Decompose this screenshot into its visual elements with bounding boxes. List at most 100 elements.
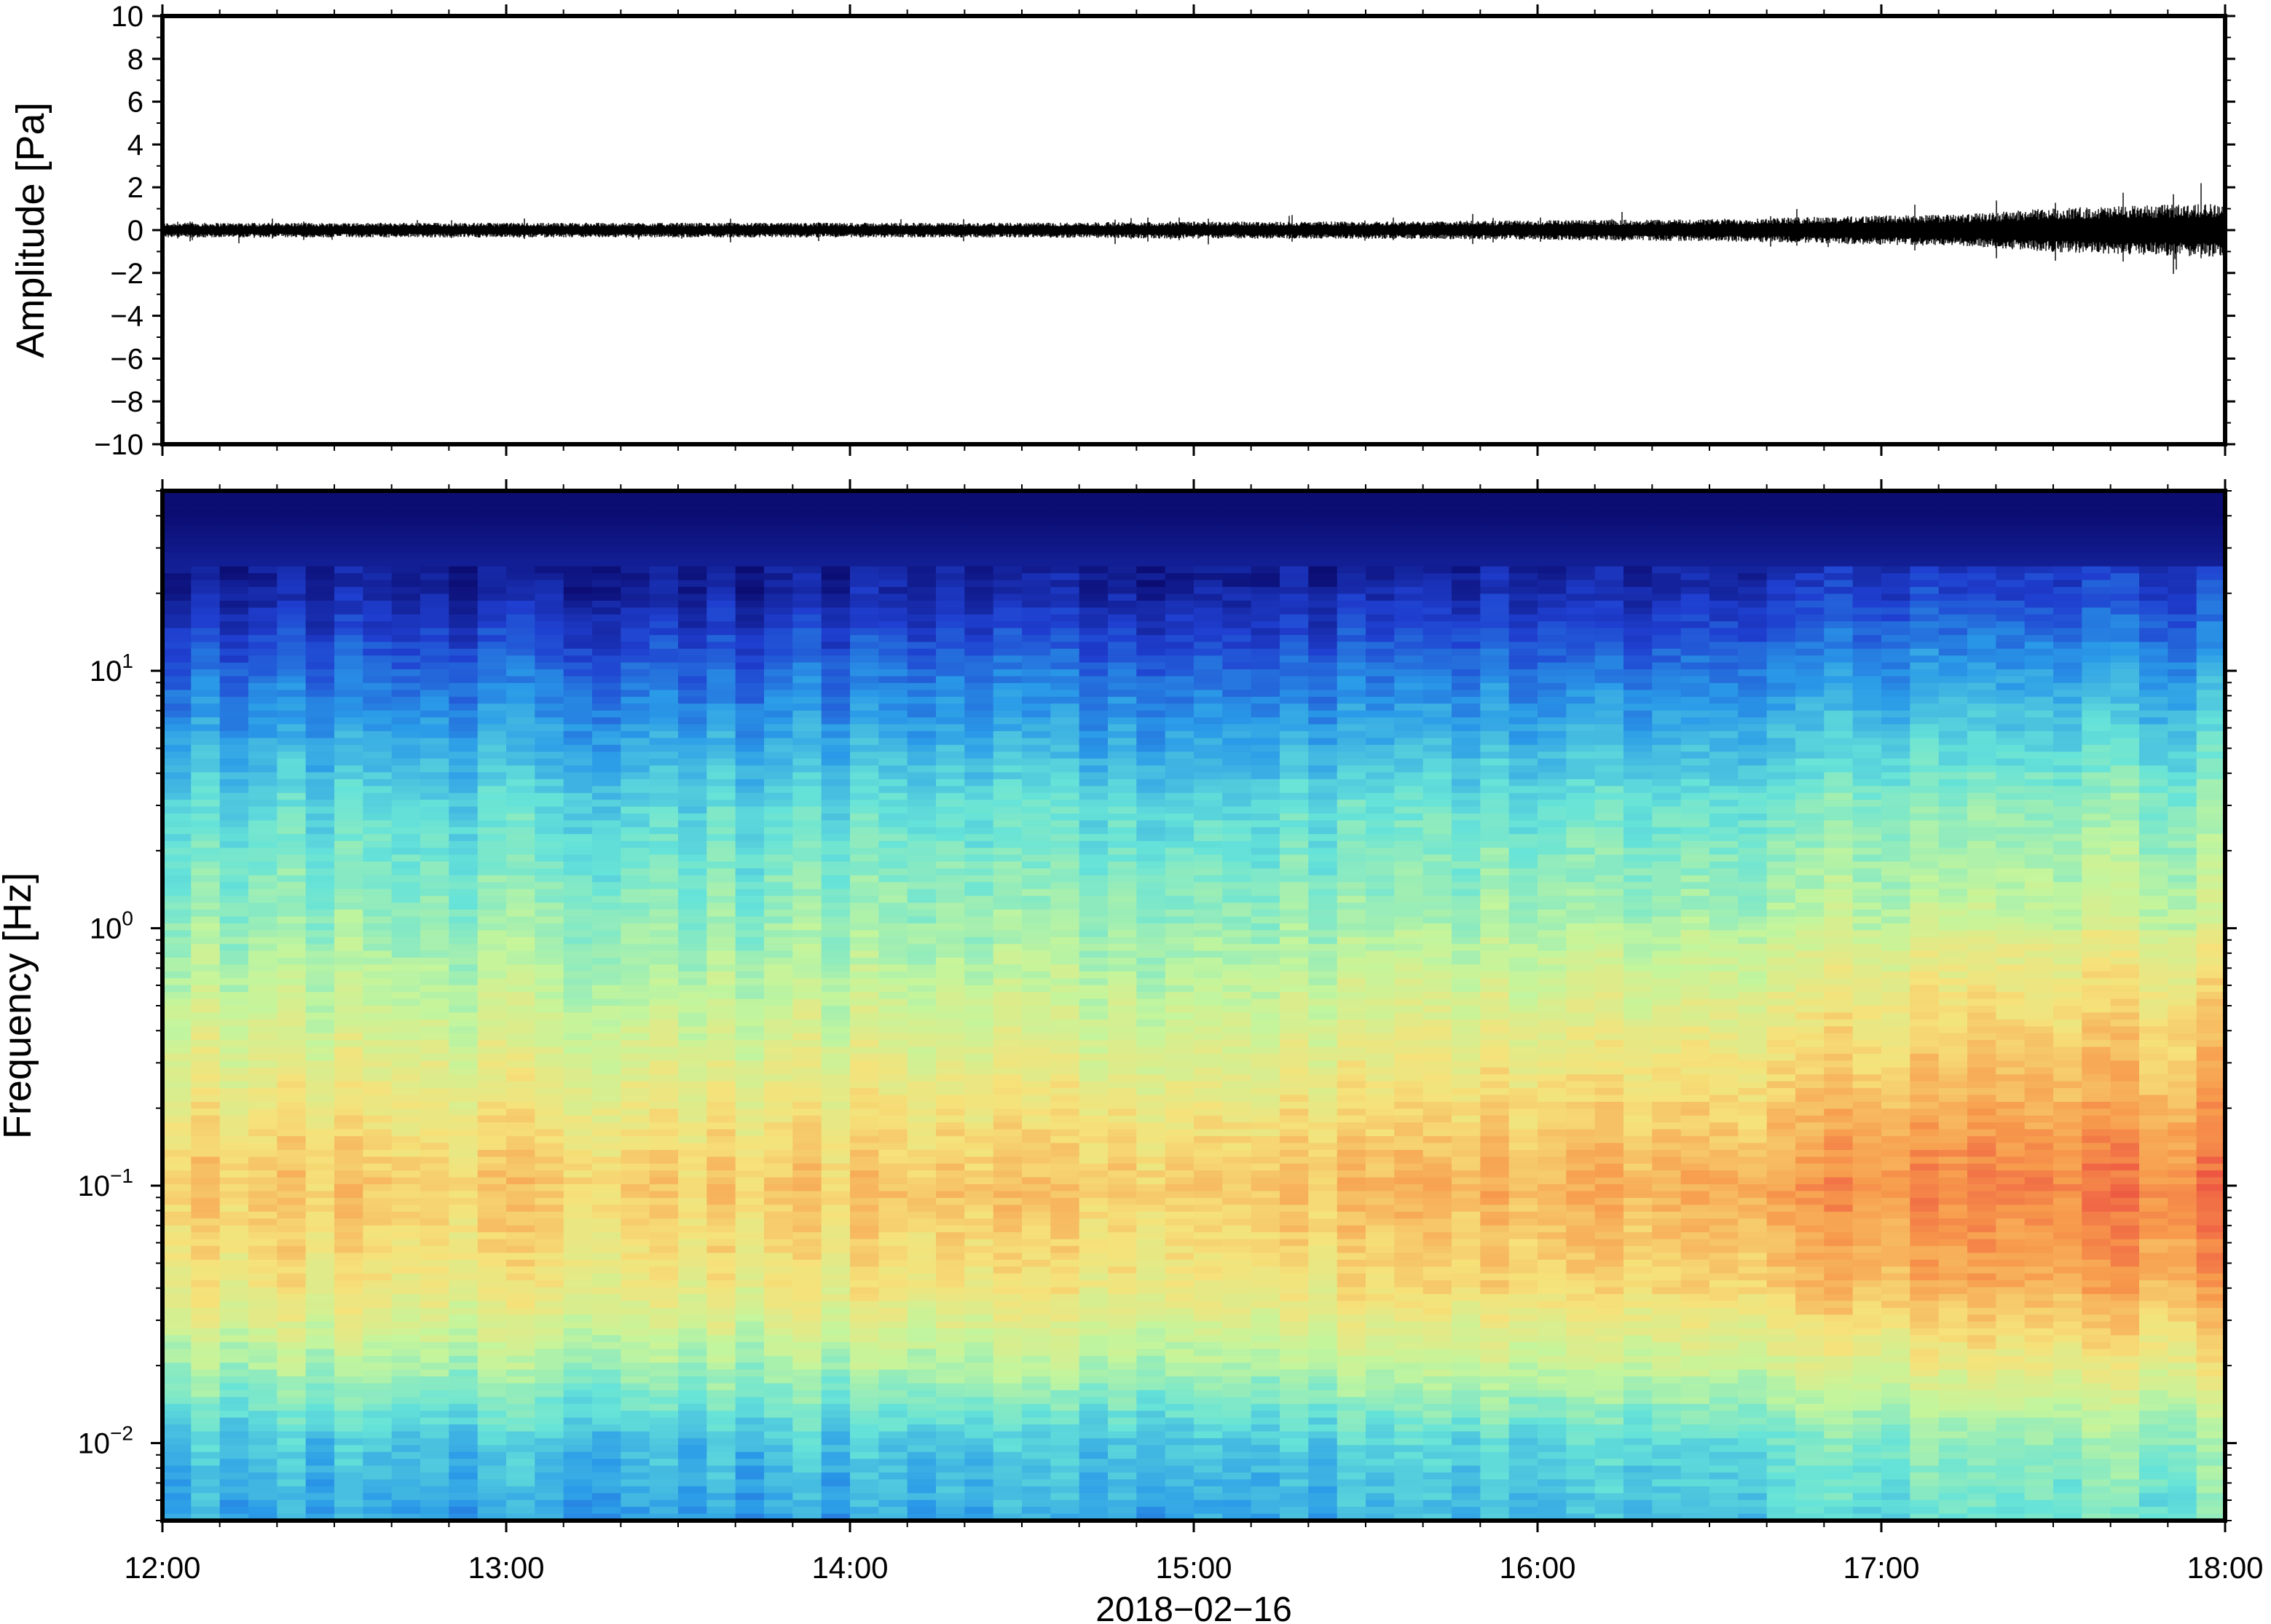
spectrogram-cell — [792, 1473, 822, 1481]
spectrogram-cell — [420, 806, 450, 814]
spectrogram-cell — [993, 998, 1023, 1006]
spectrogram-cell — [735, 539, 765, 547]
spectrogram-cell — [707, 1473, 736, 1481]
spectrogram-cell — [850, 1184, 880, 1192]
spectrogram-cell — [735, 621, 765, 629]
spectrogram-cell — [191, 1390, 221, 1398]
spectrogram-cell — [277, 1486, 307, 1494]
spectrogram-cell — [592, 1095, 622, 1103]
spectrogram-cell — [1022, 902, 1052, 910]
spectrogram-cell — [707, 1507, 736, 1515]
spectrogram-cell — [993, 532, 1023, 540]
spectrogram-cell — [936, 923, 966, 931]
spectrogram-cell — [850, 888, 880, 896]
spectrogram-cell — [1050, 772, 1080, 780]
spectrogram-cell — [592, 1040, 622, 1048]
spectrogram-cell — [449, 703, 479, 712]
spectrogram-cell — [363, 580, 393, 588]
spectrogram-cell — [391, 511, 421, 519]
spectrogram-cell — [162, 1163, 192, 1171]
spectrogram-cell — [449, 724, 479, 732]
spectrogram-cell — [477, 662, 507, 670]
spectrogram-cell — [305, 1143, 335, 1151]
spectrogram-cell — [993, 1499, 1023, 1507]
spectrogram-cell — [563, 985, 593, 993]
spectrogram-cell — [420, 655, 450, 663]
spectrogram-cell — [821, 1438, 851, 1446]
spectrogram-cell — [1050, 621, 1080, 629]
spectrogram-cell — [477, 1411, 507, 1419]
spectrogram-cell — [1022, 1383, 1052, 1391]
spectrogram-cell — [735, 1507, 765, 1515]
spectrogram-cell — [1022, 1438, 1052, 1446]
spectrogram-cell — [363, 1438, 393, 1446]
spectrogram-cell — [191, 1403, 221, 1411]
spectrogram-cell — [764, 1253, 794, 1261]
spectrogram-cell — [907, 1266, 937, 1274]
spectrogram-cell — [964, 834, 994, 842]
spectrogram-cell — [764, 1459, 794, 1467]
spectrogram-cell — [277, 1369, 307, 1377]
spectrogram-cell — [363, 491, 393, 499]
spectrogram-cell — [477, 834, 507, 842]
spectrogram-cell — [735, 1301, 765, 1309]
spectrogram-cell — [592, 1177, 622, 1185]
spectrogram-cell — [162, 971, 192, 979]
spectrogram-cell — [420, 1376, 450, 1384]
spectrogram-cell — [735, 491, 765, 499]
spectrogram-cell — [363, 1060, 393, 1068]
spectrogram-cell — [707, 1040, 736, 1048]
spectrogram-cell — [936, 662, 966, 670]
spectrogram-cell — [1050, 1473, 1080, 1481]
spectrogram-cell — [621, 964, 650, 972]
spectrogram-cell — [821, 717, 851, 725]
spectrogram-cell — [191, 580, 221, 588]
spectrogram-cell — [334, 752, 364, 760]
spectrogram-cell — [162, 1067, 192, 1075]
spectrogram-cell — [449, 985, 479, 993]
spectrogram-cell — [821, 806, 851, 814]
spectrogram-cell — [1022, 1006, 1052, 1014]
spectrogram-cell — [535, 786, 564, 794]
spectrogram-cell — [334, 1060, 364, 1068]
spectrogram-cell — [420, 1328, 450, 1336]
spectrogram-cell — [707, 1239, 736, 1247]
spectrogram-cell — [792, 1129, 822, 1137]
spectrogram-cell — [219, 1253, 249, 1261]
spectrogram-cell — [707, 1273, 736, 1281]
spectrogram-cell — [535, 1012, 564, 1020]
spectrogram-cell — [535, 1245, 564, 1254]
spectrogram-cell — [219, 545, 249, 553]
spectrogram-cell — [563, 1033, 593, 1041]
spectrogram-cell — [936, 1253, 966, 1261]
spectrogram-cell — [592, 971, 622, 979]
spectrogram-cell — [850, 1108, 880, 1116]
spectrogram-cell — [1022, 1026, 1052, 1034]
spectrogram-cell — [878, 511, 908, 519]
spectrogram-cell — [678, 1191, 708, 1199]
spectrogram-cell — [191, 1108, 221, 1116]
spectrogram-cell — [277, 690, 307, 698]
spectrogram-cell — [506, 504, 536, 513]
spectrogram-cell — [821, 971, 851, 979]
spectrogram-cell — [735, 1095, 765, 1103]
spectrogram-cell — [219, 1040, 249, 1048]
spectrogram-cell — [219, 1397, 249, 1405]
spectrogram-cell — [878, 902, 908, 910]
spectrogram-cell — [678, 504, 708, 513]
spectrogram-cell — [764, 998, 794, 1006]
spectrogram-cell — [735, 1341, 765, 1350]
spectrogram-cell — [878, 1232, 908, 1240]
spectrogram-cell — [391, 690, 421, 698]
spectrogram-cell — [334, 882, 364, 890]
spectrogram-cell — [420, 1006, 450, 1014]
spectrogram-cell — [621, 1486, 650, 1494]
spectrogram-cell — [363, 978, 393, 986]
spectrogram-cell — [764, 1115, 794, 1123]
spectrogram-cell — [993, 1088, 1023, 1096]
spectrogram-cell — [563, 1513, 593, 1521]
spectrogram-cell — [678, 696, 708, 704]
spectrogram-cell — [477, 1486, 507, 1494]
spectrogram-cell — [592, 1122, 622, 1130]
spectrogram-cell — [219, 971, 249, 979]
